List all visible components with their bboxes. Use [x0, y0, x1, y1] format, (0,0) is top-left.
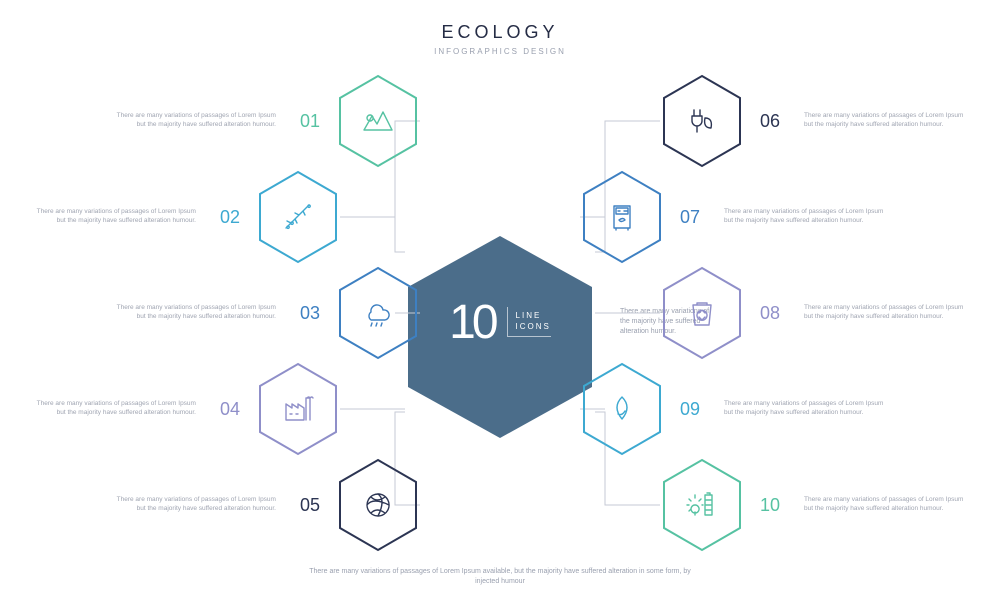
infographic-item-04: There are many variations of passages of…	[20, 362, 340, 456]
item-number: 06	[744, 111, 796, 132]
infographic-item-07: There are many variations of passages of…	[580, 170, 900, 264]
infographic-item-03: There are many variations of passages of…	[100, 266, 420, 360]
infographic-item-10: There are many variations of passages of…	[660, 458, 980, 552]
item-number: 03	[284, 303, 336, 324]
item-number: 09	[664, 399, 716, 420]
mountains-icon	[336, 74, 420, 168]
item-number: 05	[284, 495, 336, 516]
item-text: There are many variations of passages of…	[796, 112, 980, 130]
item-text: There are many variations of passages of…	[100, 112, 284, 130]
plug-leaf-icon	[660, 74, 744, 168]
hex-badge	[660, 74, 744, 168]
item-text: There are many variations of passages of…	[100, 496, 284, 514]
infographic-item-02: There are many variations of passages of…	[20, 170, 340, 264]
infographic-item-01: There are many variations of passages of…	[100, 74, 420, 168]
item-number: 10	[744, 495, 796, 516]
solar-battery-icon	[660, 458, 744, 552]
item-number: 01	[284, 111, 336, 132]
hex-badge	[336, 266, 420, 360]
hex-badge	[336, 458, 420, 552]
center-hexagon: 10 LINEICONS	[400, 232, 600, 412]
hex-badge	[580, 362, 664, 456]
infographic-item-05: There are many variations of passages of…	[100, 458, 420, 552]
hex-badge	[660, 266, 744, 360]
page-subtitle: INFOGRAPHICS DESIGN	[0, 47, 1000, 56]
left-column: There are many variations of passages of…	[60, 74, 380, 553]
factory-icon	[256, 362, 340, 456]
hex-badge	[660, 458, 744, 552]
infographic-item-09: There are many variations of passages of…	[580, 362, 900, 456]
center-label: LINEICONS	[507, 307, 551, 337]
item-number: 02	[204, 207, 256, 228]
item-text: There are many variations of passages of…	[20, 208, 204, 226]
rain-cloud-icon	[336, 266, 420, 360]
recycle-bin-icon	[660, 266, 744, 360]
item-text: There are many variations of passages of…	[716, 208, 900, 226]
hex-badge	[256, 362, 340, 456]
item-number: 08	[744, 303, 796, 324]
item-text: There are many variations of passages of…	[100, 304, 284, 322]
item-text: There are many variations of passages of…	[796, 304, 980, 322]
bio-station-icon	[580, 170, 664, 264]
infographic-item-08: There are many variations of passages of…	[660, 266, 980, 360]
item-number: 04	[204, 399, 256, 420]
right-column: There are many variations of passages of…	[620, 74, 940, 553]
infographic-item-06: There are many variations of passages of…	[660, 74, 980, 168]
item-text: There are many variations of passages of…	[716, 400, 900, 418]
water-drop-icon	[580, 362, 664, 456]
footer-text: There are many variations of passages of…	[0, 567, 1000, 587]
hex-badge	[580, 170, 664, 264]
branch-icon	[256, 170, 340, 264]
page-title: ecology	[0, 22, 1000, 43]
swirl-icon	[336, 458, 420, 552]
hex-badge	[256, 170, 340, 264]
item-text: There are many variations of passages of…	[796, 496, 980, 514]
item-text: There are many variations of passages of…	[20, 400, 204, 418]
hex-badge	[336, 74, 420, 168]
item-number: 07	[664, 207, 716, 228]
center-number: 10	[449, 295, 494, 350]
